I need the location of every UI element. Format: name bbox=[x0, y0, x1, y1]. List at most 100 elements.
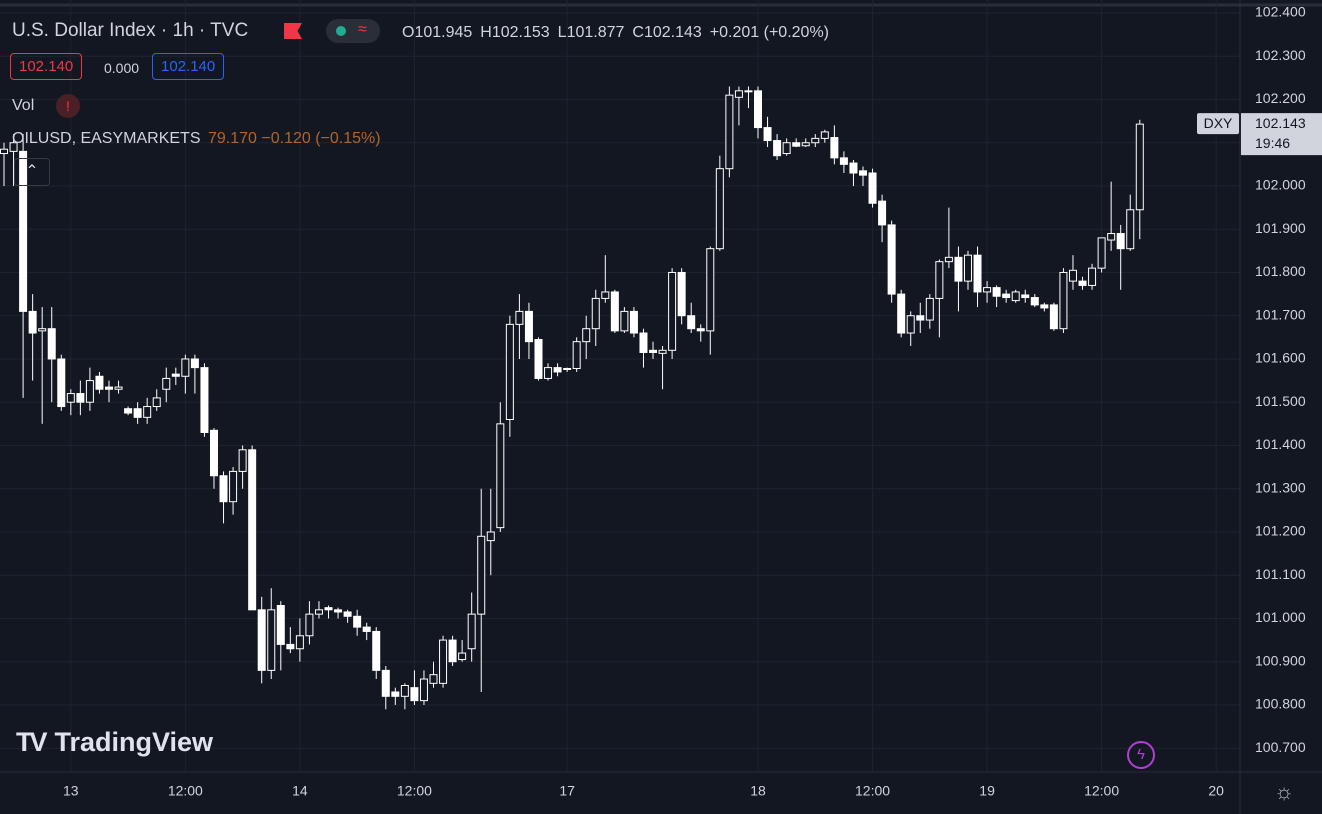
candle-body bbox=[276, 604, 285, 645]
candle-body bbox=[295, 635, 304, 650]
candle-body bbox=[954, 256, 963, 282]
compare-values: 79.170 −0.120 (−0.15%) bbox=[208, 130, 381, 147]
candle-body bbox=[486, 531, 495, 542]
candle-body bbox=[906, 315, 915, 334]
candle-body bbox=[916, 315, 925, 321]
candle-body bbox=[209, 429, 218, 477]
y-tick-label: 101.500 bbox=[1255, 393, 1306, 409]
lightning-icon[interactable]: ϟ bbox=[1127, 741, 1155, 769]
candle-body bbox=[38, 328, 47, 332]
candle-body bbox=[515, 310, 524, 325]
candle-body bbox=[973, 254, 982, 293]
candle-body bbox=[944, 256, 953, 263]
candle-body bbox=[544, 367, 553, 379]
x-tick-label: 20 bbox=[1208, 783, 1224, 799]
candle-body bbox=[162, 377, 171, 390]
x-tick-label: 19 bbox=[979, 783, 995, 799]
candle-body bbox=[229, 470, 238, 503]
candle-body bbox=[897, 293, 906, 334]
ohlc-legend: O101.945 H102.153 L101.877 C102.143 +0.201 (… bbox=[402, 24, 837, 42]
y-tick-label: 101.100 bbox=[1255, 566, 1306, 582]
y-tick-label: 101.300 bbox=[1255, 479, 1306, 495]
candle-body bbox=[190, 358, 199, 369]
candle-body bbox=[181, 358, 190, 377]
buy-price[interactable]: 102.140 bbox=[152, 53, 225, 80]
y-tick-label: 100.800 bbox=[1255, 696, 1306, 712]
candle-body bbox=[878, 200, 887, 226]
candle-body bbox=[477, 535, 486, 615]
candle-body bbox=[1030, 297, 1039, 306]
candle-body bbox=[1011, 291, 1020, 302]
settings-icon[interactable]: ☼ bbox=[1274, 779, 1295, 804]
candle-body bbox=[47, 328, 56, 360]
candle-body bbox=[591, 297, 600, 330]
volume-label[interactable]: Vol bbox=[12, 97, 35, 114]
candle-body bbox=[76, 393, 85, 403]
candle-body bbox=[744, 90, 753, 93]
candle-body bbox=[849, 162, 858, 174]
market-status[interactable]: ≈ bbox=[326, 19, 380, 43]
candle-body bbox=[257, 609, 266, 671]
candle-body bbox=[734, 90, 743, 98]
sell-price[interactable]: 102.140 bbox=[10, 53, 83, 80]
y-tick-label: 102.300 bbox=[1255, 47, 1306, 63]
countdown: 19:46 bbox=[1255, 135, 1290, 151]
candle-body bbox=[706, 248, 715, 332]
candle-body bbox=[887, 224, 896, 295]
candle-body bbox=[868, 172, 877, 204]
y-tick-label: 101.600 bbox=[1255, 350, 1306, 366]
ohlc-value: H102.153 bbox=[480, 24, 550, 41]
candle-body bbox=[963, 254, 972, 282]
candle-body bbox=[830, 137, 839, 159]
candle-body bbox=[324, 607, 333, 611]
candle-body bbox=[143, 406, 152, 418]
candle-body bbox=[314, 609, 323, 615]
candle-body bbox=[505, 323, 514, 421]
logo: TV TradingView bbox=[16, 727, 214, 757]
candle-body bbox=[1135, 123, 1144, 211]
candle-body bbox=[458, 652, 467, 661]
candle-body bbox=[801, 142, 810, 147]
candle-body bbox=[792, 142, 801, 147]
candle-body bbox=[935, 261, 944, 299]
y-tick-label: 100.900 bbox=[1255, 652, 1306, 668]
candle-body bbox=[248, 449, 257, 611]
symbol-title[interactable]: U.S. Dollar Index · 1h · TVC bbox=[12, 20, 249, 41]
warning-icon[interactable]: ! bbox=[56, 94, 80, 118]
y-tick-label: 102.000 bbox=[1255, 177, 1306, 193]
compare-symbol[interactable]: OILUSD, EASYMARKETS bbox=[12, 130, 201, 147]
candle-body bbox=[1059, 271, 1068, 330]
candle-body bbox=[1021, 294, 1030, 299]
candle-body bbox=[629, 310, 638, 334]
y-tick-label: 102.400 bbox=[1255, 4, 1306, 20]
flag-icon[interactable] bbox=[284, 23, 302, 39]
candle-body bbox=[95, 375, 104, 390]
candle-body bbox=[104, 386, 113, 390]
candle-body bbox=[334, 609, 343, 613]
x-tick-label: 18 bbox=[750, 783, 766, 799]
candle-body bbox=[267, 609, 276, 671]
candle-body bbox=[811, 137, 820, 144]
candle-body bbox=[410, 687, 419, 702]
candle-body bbox=[754, 90, 763, 129]
candle-body bbox=[524, 310, 533, 343]
x-tick-label: 14 bbox=[292, 783, 308, 799]
candle-body bbox=[28, 310, 37, 334]
candle-body bbox=[219, 475, 228, 503]
candle-body bbox=[1097, 237, 1106, 269]
candle-body bbox=[467, 613, 476, 650]
candle-body bbox=[773, 140, 782, 157]
candle-body bbox=[57, 358, 66, 408]
candle-body bbox=[649, 349, 658, 353]
candle-body bbox=[763, 127, 772, 142]
collapse-button[interactable]: ⌃ bbox=[14, 158, 50, 186]
spread: 0.000 bbox=[104, 60, 140, 76]
candle-body bbox=[305, 613, 314, 637]
x-tick-label: 12:00 bbox=[168, 783, 203, 799]
y-tick-label: 101.900 bbox=[1255, 220, 1306, 236]
candle-body bbox=[0, 148, 9, 155]
x-tick-label: 12:00 bbox=[1084, 783, 1119, 799]
x-tick-label: 17 bbox=[559, 783, 575, 799]
